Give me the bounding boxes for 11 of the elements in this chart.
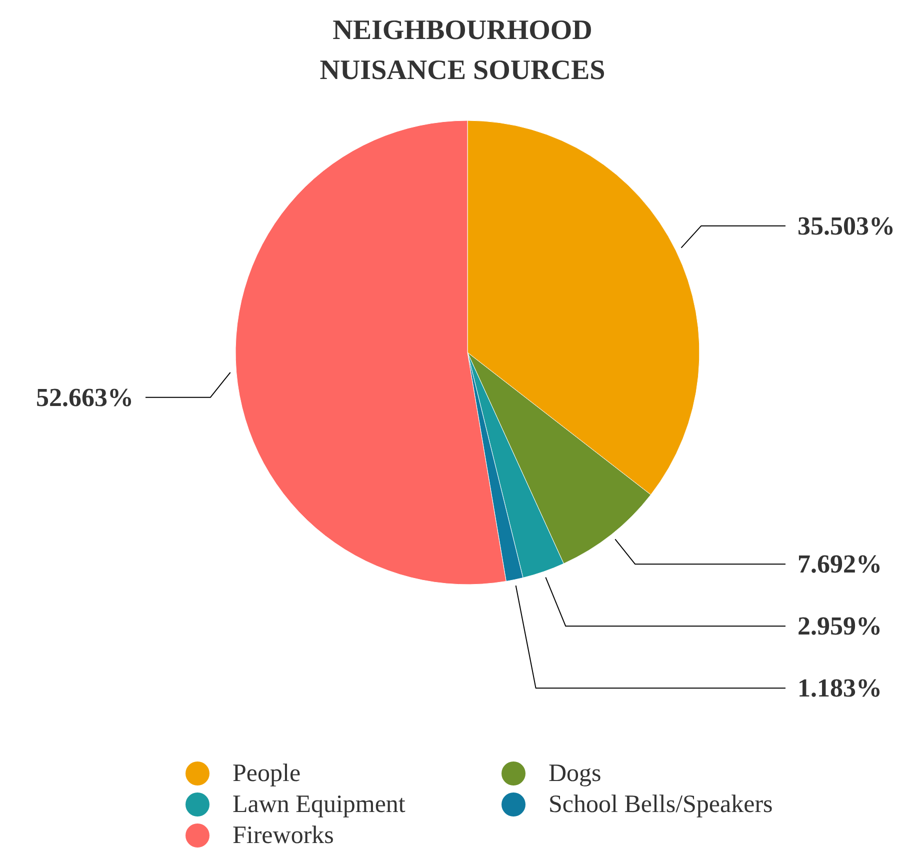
data-label: 2.959% bbox=[798, 612, 882, 641]
data-label: 35.503% bbox=[798, 211, 895, 240]
data-label: 1.183% bbox=[798, 674, 882, 703]
legend-label: People bbox=[232, 760, 301, 787]
legend-label: Lawn Equipment bbox=[232, 791, 406, 818]
data-label: 52.663% bbox=[36, 382, 134, 412]
data-label: 7.692% bbox=[798, 550, 882, 579]
chart-title: NEIGHBOURHOOD NUISANCE SOURCES bbox=[320, 15, 606, 86]
legend-label: Fireworks bbox=[232, 822, 334, 848]
legend-label: School Bells/Speakers bbox=[548, 791, 773, 818]
legend-label: Dogs bbox=[548, 760, 602, 787]
